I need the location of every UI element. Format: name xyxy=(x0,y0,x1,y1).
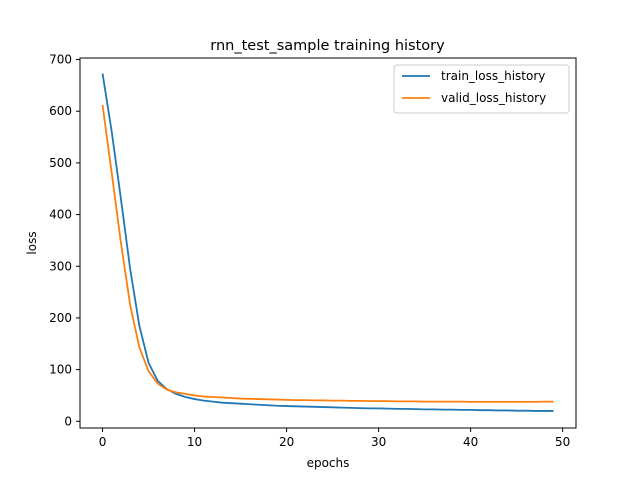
x-axis-label: epochs xyxy=(307,456,350,470)
y-tick-label: 500 xyxy=(49,156,72,170)
x-tick-label: 30 xyxy=(371,435,386,449)
legend: train_loss_history valid_loss_history xyxy=(393,64,570,114)
y-tick-label: 400 xyxy=(49,208,72,222)
y-tick-label: 700 xyxy=(49,53,72,67)
legend-entry: valid_loss_history xyxy=(441,91,546,105)
series-layer xyxy=(101,73,554,412)
y-tick-label: 600 xyxy=(49,104,72,118)
legend-entry: train_loss_history xyxy=(441,69,545,83)
x-tick-label: 20 xyxy=(279,435,294,449)
y-tick-label: 0 xyxy=(64,414,72,428)
y-tick-label: 300 xyxy=(49,259,72,273)
x-tick-label: 0 xyxy=(99,435,107,449)
x-axis-ticks: 0 10 20 30 40 50 xyxy=(99,428,570,449)
y-tick-label: 100 xyxy=(49,363,72,377)
y-tick-label: 200 xyxy=(49,311,72,325)
x-tick-label: 40 xyxy=(463,435,478,449)
chart-title: rnn_test_sample training history xyxy=(210,38,445,54)
y-axis-label: loss xyxy=(25,231,39,254)
x-tick-label: 50 xyxy=(555,435,570,449)
axes-frame xyxy=(79,57,577,429)
y-axis-ticks: 0 100 200 300 400 500 600 700 xyxy=(49,53,80,428)
series-line-valid-loss-history xyxy=(101,104,554,403)
legend-box xyxy=(393,64,570,114)
x-tick-label: 10 xyxy=(187,435,202,449)
series-line-train-loss-history xyxy=(101,73,554,412)
